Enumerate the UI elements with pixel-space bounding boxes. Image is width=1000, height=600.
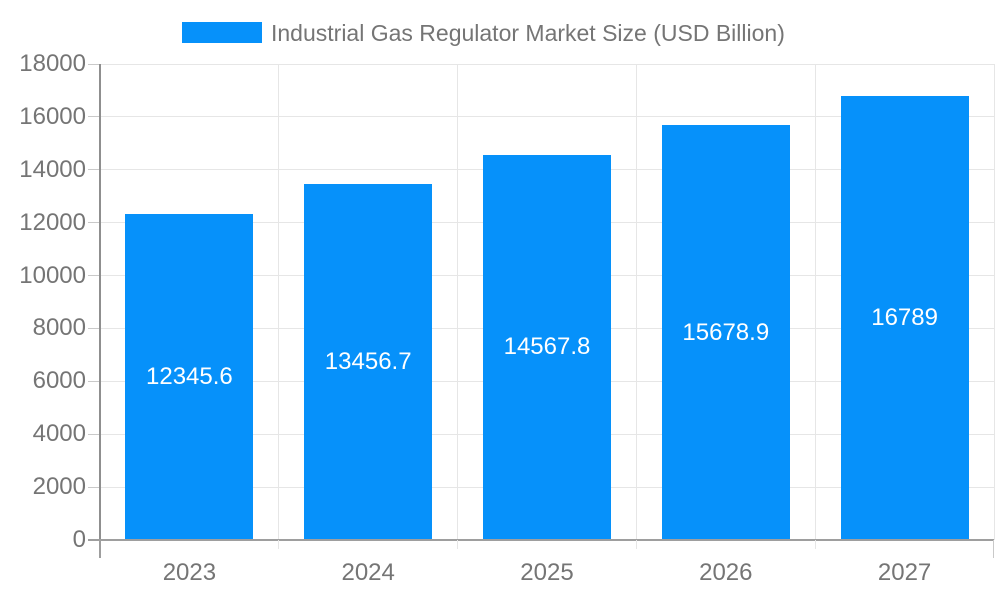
category-boundary-line bbox=[278, 64, 280, 540]
category-boundary-line bbox=[457, 64, 459, 540]
y-axis-label: 4000 bbox=[32, 420, 86, 448]
y-gridline bbox=[100, 63, 994, 65]
y-axis-tick bbox=[88, 275, 100, 277]
y-axis-tick bbox=[88, 380, 100, 382]
y-axis-label: 18000 bbox=[19, 50, 86, 77]
y-axis-tick bbox=[88, 116, 100, 118]
x-axis-boundary-tick bbox=[278, 540, 280, 549]
category-boundary-line bbox=[993, 64, 995, 540]
y-axis-tick bbox=[88, 486, 100, 488]
legend-swatch[interactable] bbox=[182, 22, 262, 43]
y-axis-label: 10000 bbox=[19, 261, 86, 289]
x-axis-boundary-tick bbox=[457, 540, 459, 549]
y-axis-tick bbox=[88, 433, 100, 435]
y-axis-line bbox=[99, 64, 101, 542]
y-axis-tick bbox=[88, 222, 100, 224]
y-axis-label: 14000 bbox=[19, 155, 86, 183]
bar[interactable]: 14567.8 bbox=[483, 154, 611, 540]
y-axis-tick bbox=[88, 63, 100, 65]
y-axis-label: 2000 bbox=[32, 473, 86, 501]
category-boundary-line bbox=[635, 64, 637, 540]
x-axis-line bbox=[88, 539, 994, 541]
y-axis-label: 12000 bbox=[19, 208, 86, 236]
legend-label: Industrial Gas Regulator Market Size (US… bbox=[271, 20, 785, 46]
x-axis-outer-tick bbox=[99, 540, 101, 558]
bar-value-label: 15678.9 bbox=[682, 318, 770, 346]
x-axis-label: 2025 bbox=[520, 559, 574, 586]
x-axis-boundary-tick bbox=[814, 540, 816, 549]
bar[interactable]: 12345.6 bbox=[125, 213, 254, 540]
y-gridline bbox=[100, 116, 994, 118]
x-axis-label: 2023 bbox=[162, 559, 217, 586]
bar-value-label: 12345.6 bbox=[146, 362, 233, 390]
y-axis-tick bbox=[88, 327, 100, 329]
x-axis-boundary-tick bbox=[635, 540, 637, 549]
bar-value-label: 16789 bbox=[871, 304, 938, 331]
x-axis-label: 2024 bbox=[341, 559, 395, 586]
bar[interactable]: 16789 bbox=[840, 96, 969, 540]
category-boundary-line bbox=[814, 64, 816, 540]
x-axis-outer-tick bbox=[993, 540, 994, 558]
x-axis-label: 2027 bbox=[877, 559, 932, 586]
y-axis-label: 16000 bbox=[19, 102, 86, 130]
bar-value-label: 14567.8 bbox=[503, 333, 591, 361]
y-axis-label: 8000 bbox=[32, 314, 86, 342]
bar[interactable]: 15678.9 bbox=[661, 125, 790, 540]
x-axis-label: 2026 bbox=[699, 559, 753, 586]
bar[interactable]: 13456.7 bbox=[304, 184, 433, 540]
y-axis-tick bbox=[88, 169, 100, 171]
y-axis-label: 0 bbox=[72, 526, 86, 553]
bar-value-label: 13456.7 bbox=[324, 348, 412, 376]
y-axis-label: 6000 bbox=[32, 367, 86, 395]
